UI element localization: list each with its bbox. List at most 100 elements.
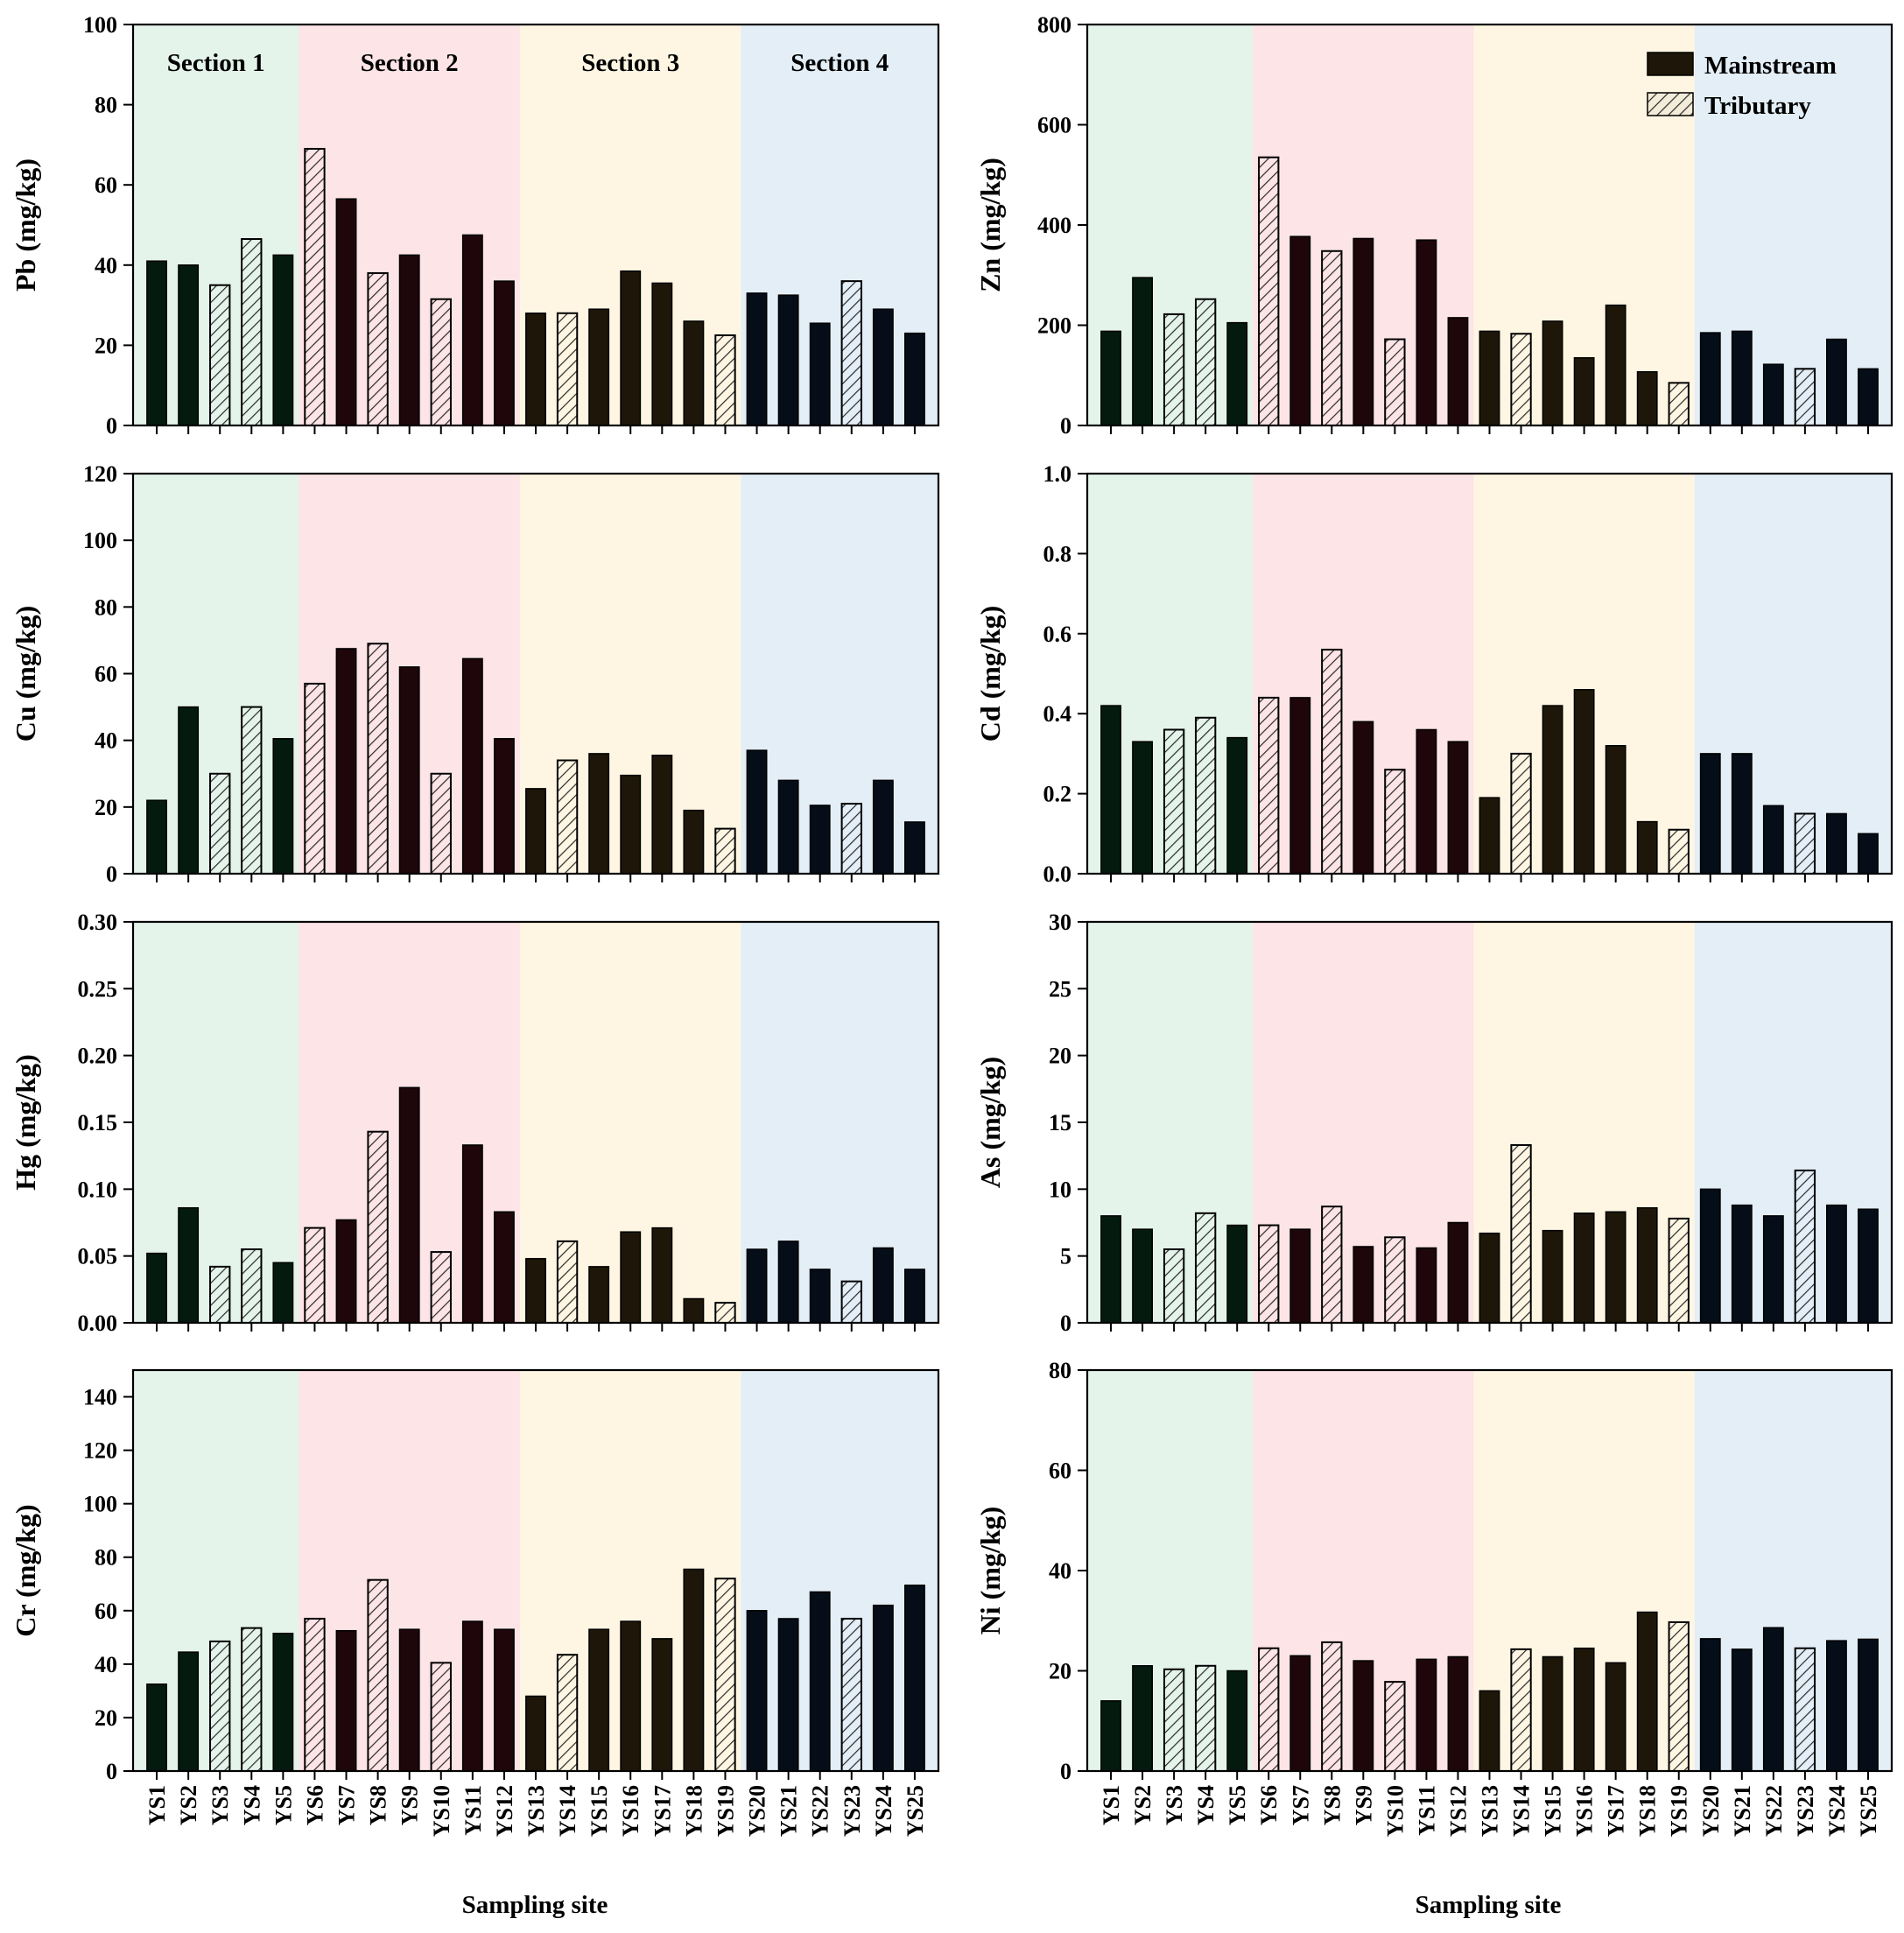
bar-ni-ys9 — [1352, 1660, 1374, 1772]
bar-as-ys4 — [1194, 1212, 1217, 1325]
y-tick-label: 60 — [95, 172, 117, 198]
bar-as-ys17 — [1605, 1211, 1626, 1324]
bar-pb-ys15 — [588, 308, 610, 426]
y-tick-label: 0.8 — [1043, 541, 1072, 566]
y-tick-label: 600 — [1037, 113, 1071, 138]
bar-hg-ys9 — [398, 1086, 420, 1324]
bar-cr-ys4 — [241, 1627, 263, 1772]
bar-as-ys22 — [1762, 1215, 1784, 1324]
y-tick-label: 120 — [83, 1438, 117, 1464]
x-tick-label: YS23 — [1793, 1785, 1818, 1837]
bar-zn-ys22 — [1762, 363, 1784, 426]
bar-ni-ys1 — [1100, 1700, 1121, 1772]
y-tick-label: 0 — [106, 861, 117, 887]
bar-cd-ys10 — [1384, 769, 1406, 875]
bar-cu-ys7 — [335, 648, 357, 875]
bar-hg-ys25 — [904, 1269, 925, 1324]
bar-pb-ys5 — [272, 254, 294, 426]
y-tick-label: 80 — [95, 93, 117, 118]
bar-as-ys3 — [1163, 1248, 1185, 1324]
bar-as-ys23 — [1794, 1169, 1816, 1324]
bar-zn-ys11 — [1416, 239, 1437, 426]
bar-ni-ys23 — [1794, 1647, 1816, 1773]
bar-pb-ys20 — [746, 292, 768, 426]
bar-as-ys11 — [1416, 1247, 1437, 1324]
bar-ni-ys5 — [1226, 1669, 1248, 1772]
x-tick-label: YS16 — [618, 1785, 643, 1837]
y-axis-title-cu: Cu (mg/kg) — [10, 606, 41, 742]
section-label-3: Section 3 — [581, 49, 679, 77]
section-band-4 — [1694, 25, 1892, 425]
bar-hg-ys14 — [556, 1240, 579, 1324]
bar-zn-ys7 — [1289, 235, 1311, 426]
bar-cr-ys13 — [525, 1695, 546, 1772]
x-tick-label: YS23 — [840, 1785, 865, 1837]
bar-cr-ys12 — [493, 1628, 515, 1772]
y-tick-label: 60 — [1049, 1459, 1071, 1484]
bar-cd-ys14 — [1510, 752, 1532, 875]
bar-as-ys2 — [1132, 1228, 1153, 1324]
bar-zn-ys21 — [1731, 330, 1753, 426]
bar-cu-ys8 — [367, 643, 389, 875]
bar-cr-ys2 — [178, 1651, 200, 1772]
bar-pb-ys6 — [304, 147, 326, 426]
bar-hg-ys19 — [714, 1302, 736, 1324]
bar-ni-ys25 — [1858, 1638, 1879, 1772]
x-tick-label: YS8 — [1319, 1785, 1345, 1825]
x-tick-label: YS22 — [1761, 1785, 1787, 1837]
bar-zn-ys8 — [1321, 250, 1343, 426]
bar-hg-ys17 — [651, 1227, 673, 1324]
bar-pb-ys11 — [461, 234, 483, 426]
bar-cu-ys10 — [430, 772, 452, 875]
bar-hg-ys20 — [746, 1248, 768, 1324]
bar-cr-ys16 — [620, 1620, 642, 1772]
bar-cd-ys20 — [1699, 753, 1721, 875]
bar-cd-ys13 — [1479, 797, 1500, 875]
bar-zn-ys14 — [1510, 333, 1532, 427]
bar-as-ys24 — [1826, 1204, 1847, 1324]
bar-cr-ys18 — [683, 1568, 705, 1772]
bar-ni-ys17 — [1605, 1662, 1626, 1772]
bar-cu-ys19 — [714, 827, 736, 875]
bar-cd-ys1 — [1100, 705, 1121, 875]
x-tick-label: YS21 — [1730, 1785, 1755, 1837]
bar-cd-ys2 — [1132, 741, 1153, 875]
bar-cu-ys21 — [777, 779, 799, 875]
bar-pb-ys14 — [556, 312, 579, 427]
bar-cd-ys4 — [1194, 716, 1217, 875]
bar-ni-ys12 — [1447, 1655, 1469, 1772]
bar-ni-ys19 — [1668, 1620, 1690, 1773]
bar-zn-ys16 — [1573, 356, 1595, 426]
x-tick-label: YS9 — [397, 1785, 423, 1825]
y-tick-label: 0 — [1060, 1311, 1071, 1336]
x-tick-label: YS4 — [239, 1785, 264, 1825]
bar-cd-ys19 — [1668, 828, 1690, 875]
bar-pb-ys17 — [651, 282, 673, 426]
bar-cr-ys17 — [651, 1638, 673, 1772]
y-tick-label: 0 — [1060, 413, 1071, 439]
y-tick-label: 30 — [1049, 910, 1071, 935]
y-tick-label: 80 — [1049, 1358, 1071, 1383]
bar-cu-ys14 — [556, 759, 579, 875]
bar-cr-ys23 — [840, 1617, 862, 1772]
x-tick-label: YS15 — [1541, 1785, 1566, 1837]
bar-as-ys8 — [1321, 1205, 1343, 1325]
bar-ni-ys24 — [1826, 1640, 1847, 1772]
y-tick-label: 0 — [1060, 1759, 1071, 1784]
bar-pb-ys9 — [398, 254, 420, 426]
bar-pb-ys10 — [430, 298, 452, 427]
bar-as-ys25 — [1858, 1208, 1879, 1324]
bar-cu-ys2 — [178, 706, 200, 875]
bar-cu-ys23 — [840, 803, 862, 875]
bar-cu-ys12 — [493, 738, 515, 875]
y-tick-label: 100 — [83, 528, 117, 553]
bar-zn-ys1 — [1100, 330, 1121, 426]
bar-cu-ys16 — [620, 774, 642, 875]
bar-as-ys15 — [1542, 1229, 1563, 1324]
bar-hg-ys11 — [461, 1144, 483, 1324]
x-tick-label: YS21 — [776, 1785, 802, 1837]
x-tick-label: YS17 — [1604, 1785, 1629, 1837]
x-tick-label: YS17 — [650, 1785, 675, 1837]
y-tick-label: 80 — [95, 594, 117, 620]
bar-hg-ys24 — [872, 1247, 894, 1324]
